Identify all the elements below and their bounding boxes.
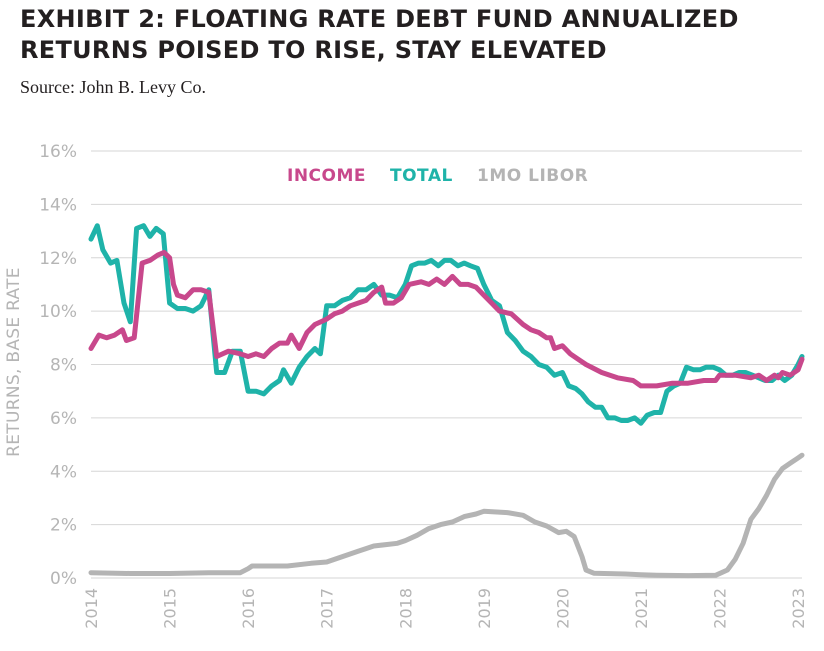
gridlines — [91, 150, 802, 579]
y-axis-ticks: 0% 2% 4% 6% 8% 10% 12% 14% 16% — [39, 142, 77, 589]
y-tick-label: 6% — [50, 409, 77, 429]
series-line-income — [88, 249, 805, 389]
y-tick-label: 10% — [39, 302, 77, 322]
x-tick-label: 2021 — [632, 588, 651, 629]
series-line-total — [88, 223, 805, 426]
chart-title-line-2: RETURNS POISED TO RISE, STAY ELEVATED — [20, 36, 607, 64]
y-tick-label: 0% — [50, 569, 77, 589]
x-tick-label: 2018 — [396, 588, 415, 629]
legend-entry-1mo-libor: 1MO LIBOR — [477, 166, 588, 186]
chart-title-line-1: EXHIBIT 2: FLOATING RATE DEBT FUND ANNUA… — [20, 5, 739, 33]
x-axis-ticks: 2014 2015 2016 2017 2018 2019 2020 2021 2022 2023 — [82, 588, 808, 629]
legend-entry-total: TOTAL — [390, 166, 453, 186]
y-tick-label: 4% — [50, 462, 77, 482]
x-tick-label: 2015 — [161, 588, 180, 629]
y-axis-label: RETURNS, BASE RATE — [4, 267, 24, 457]
series-lines — [88, 223, 805, 579]
x-tick-label: 2020 — [553, 588, 572, 629]
y-tick-label: 8% — [50, 356, 77, 376]
x-tick-label: 2014 — [82, 588, 101, 629]
y-tick-label: 14% — [39, 195, 77, 215]
y-tick-label: 12% — [39, 249, 77, 269]
x-tick-label: 2023 — [789, 588, 808, 629]
x-tick-label: 2017 — [318, 588, 337, 629]
chart-title: EXHIBIT 2: FLOATING RATE DEBT FUND ANNUA… — [20, 4, 810, 66]
y-tick-label: 16% — [39, 142, 77, 162]
legend: INCOME TOTAL 1MO LIBOR — [287, 166, 588, 186]
series-line-1mo-libor — [88, 452, 805, 579]
legend-entry-income: INCOME — [287, 166, 366, 186]
source-note: Source: John B. Levy Co. — [20, 77, 206, 97]
y-tick-label: 2% — [50, 516, 77, 536]
x-tick-label: 2019 — [475, 588, 494, 629]
x-tick-label: 2016 — [239, 588, 258, 629]
x-tick-label: 2022 — [711, 588, 730, 629]
